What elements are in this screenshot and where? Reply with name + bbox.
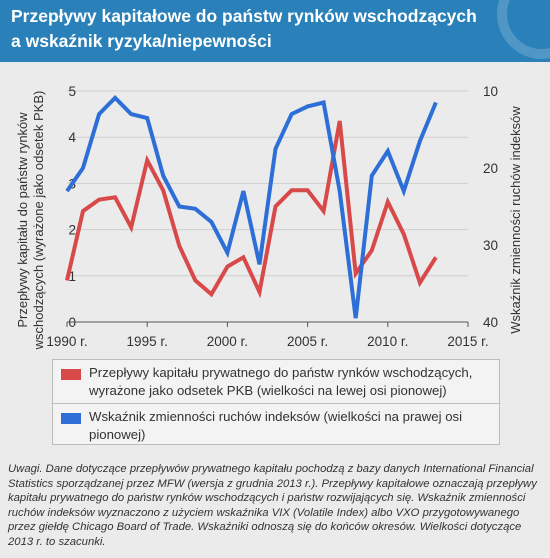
x-axis-tick-label: 1995 r.: [127, 334, 168, 349]
left-axis-tick-label: 5: [68, 84, 76, 99]
legend-label-volatility-index: Wskaźnik zmienności ruchów indeksów (wie…: [89, 409, 463, 442]
x-axis-tick-label: 1990 r.: [46, 334, 87, 349]
left-axis-tick-label: 2: [68, 223, 76, 238]
legend-item-private-flows: Przepływy kapitału prywatnego do państw …: [52, 359, 500, 407]
left-axis-label-line2: wschodzących (wyrażone jako odsetek PKB): [31, 91, 46, 351]
right-axis-tick-label: 30: [483, 238, 498, 253]
chart-title-line2: a wskaźnik ryzyka/niepewności: [11, 31, 272, 51]
right-axis-tick-label: 40: [483, 315, 498, 330]
x-axis-tick-label: 2000 r.: [207, 334, 248, 349]
x-axis-tick-label: 2010 r.: [367, 334, 408, 349]
chart-series: [65, 95, 438, 319]
legend-swatch-red: [61, 369, 81, 380]
right-axis-tick-label: 20: [483, 161, 498, 176]
x-axis-tick-label: 2015 r.: [447, 334, 488, 349]
chart-title-line1: Przepływy kapitałowe do państw rynków ws…: [11, 6, 477, 26]
legend-item-volatility-index: Wskaźnik zmienności ruchów indeksów (wie…: [52, 403, 500, 445]
chart-header: Przepływy kapitałowe do państw rynków ws…: [0, 0, 550, 62]
left-axis-label-line1: Przepływy kapitału do państw rynków: [15, 112, 30, 328]
right-axis-tick-label: 10: [483, 84, 498, 99]
series-line-private-flows: [65, 120, 438, 299]
left-axis-tick-label: 1: [68, 269, 76, 284]
x-axis-tick-label: 2005 r.: [287, 334, 328, 349]
left-axis-tick-label: 4: [68, 130, 76, 145]
legend-label-private-flows: Przepływy kapitału prywatnego do państw …: [89, 365, 473, 398]
x-axis-ticks: 1990 r. 1995 r. 2000 r. 2005 r. 2010 r. 2015 …: [46, 321, 489, 349]
left-axis-ticks: 012345: [68, 84, 76, 330]
legend-swatch-blue: [61, 413, 81, 424]
series-line-volatility-index: [65, 95, 438, 319]
chart-notes: Uwagi. Dane dotyczące przepływów prywatn…: [8, 463, 537, 548]
right-axis-ticks: 10 20 30 40: [483, 84, 498, 330]
logo-watermark-icon: [480, 0, 550, 62]
right-axis-label: Wskaźnik zmienności ruchów indeksów: [508, 106, 523, 334]
